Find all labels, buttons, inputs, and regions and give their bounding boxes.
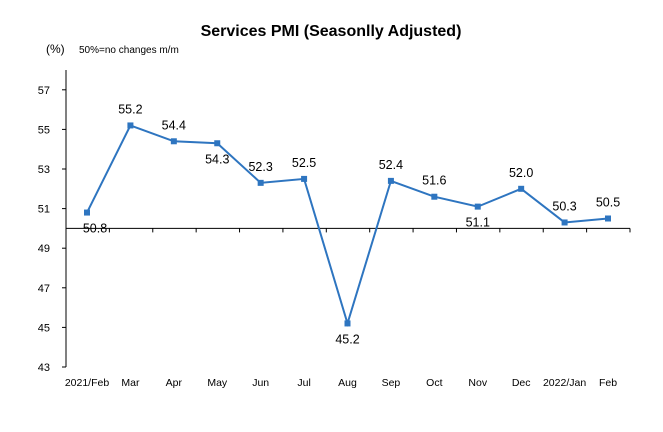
data-label: 50.3: [552, 199, 576, 213]
data-labels: 50.8 55.2 54.4 54.3 52.3 52.5 45.2 52.4 51.6 51.1…: [83, 102, 620, 346]
data-point: [518, 185, 525, 192]
y-axis-unit: (%): [46, 42, 65, 56]
chart-title: Services PMI (Seasonlly Adjusted): [201, 23, 462, 40]
data-label: 51.1: [466, 216, 490, 230]
y-ticks: 57 55 53 51 49 47 45 43: [38, 85, 66, 374]
data-point: [605, 215, 611, 222]
series-group: [84, 122, 611, 327]
x-tick-label: Dec: [512, 377, 531, 389]
data-point: [84, 209, 90, 216]
y-tick-label: 47: [38, 283, 50, 295]
data-label: 54.4: [162, 118, 186, 132]
y-tick-label: 53: [38, 164, 50, 176]
data-point: [431, 193, 438, 200]
data-point: [474, 203, 481, 210]
data-point: [387, 177, 394, 184]
y-tick-label: 55: [38, 124, 50, 136]
data-point: [214, 140, 221, 147]
data-point: [561, 219, 568, 226]
data-label: 52.3: [248, 160, 272, 174]
data-point: [170, 138, 177, 145]
data-point: [301, 175, 308, 182]
x-tick-label: Sep: [382, 377, 401, 389]
data-label: 51.6: [422, 174, 446, 188]
x-tick-label: Oct: [426, 377, 442, 389]
x-tick-label: Nov: [468, 377, 487, 389]
data-label: 54.3: [205, 152, 229, 166]
data-label: 52.4: [379, 158, 403, 172]
data-label: 52.0: [509, 166, 533, 180]
axes: [65, 70, 631, 367]
chart-note: 50%=no changes m/m: [79, 45, 179, 56]
x-tick-label: May: [207, 377, 228, 389]
y-tick-label: 57: [38, 85, 50, 97]
y-tick-label: 49: [38, 243, 50, 255]
x-tick-label: Apr: [166, 377, 183, 389]
x-tick-label: Mar: [121, 377, 140, 389]
x-tick-label: Feb: [599, 377, 617, 389]
x-tick-label: 2022/Jan: [543, 377, 586, 389]
x-tick-label: Jun: [252, 377, 269, 389]
y-tick-label: 43: [38, 362, 50, 374]
x-tick-label: 2021/Feb: [65, 377, 110, 389]
data-label: 52.5: [292, 156, 316, 170]
data-point: [127, 122, 134, 129]
data-label: 45.2: [335, 332, 359, 346]
data-label: 50.8: [83, 222, 107, 236]
y-tick-label: 45: [38, 322, 50, 334]
y-tick-label: 51: [38, 204, 50, 216]
x-tick-label: Aug: [338, 377, 357, 389]
data-point: [344, 320, 351, 327]
data-label: 55.2: [118, 102, 142, 116]
data-label: 50.5: [596, 196, 620, 210]
data-point: [257, 179, 264, 186]
x-tick-label: Jul: [297, 377, 310, 389]
series-line: [86, 124, 609, 327]
x-ticks: 2021/Feb Mar Apr May Jun Jul Aug Sep Oct Nov Dec 20…: [65, 377, 617, 389]
